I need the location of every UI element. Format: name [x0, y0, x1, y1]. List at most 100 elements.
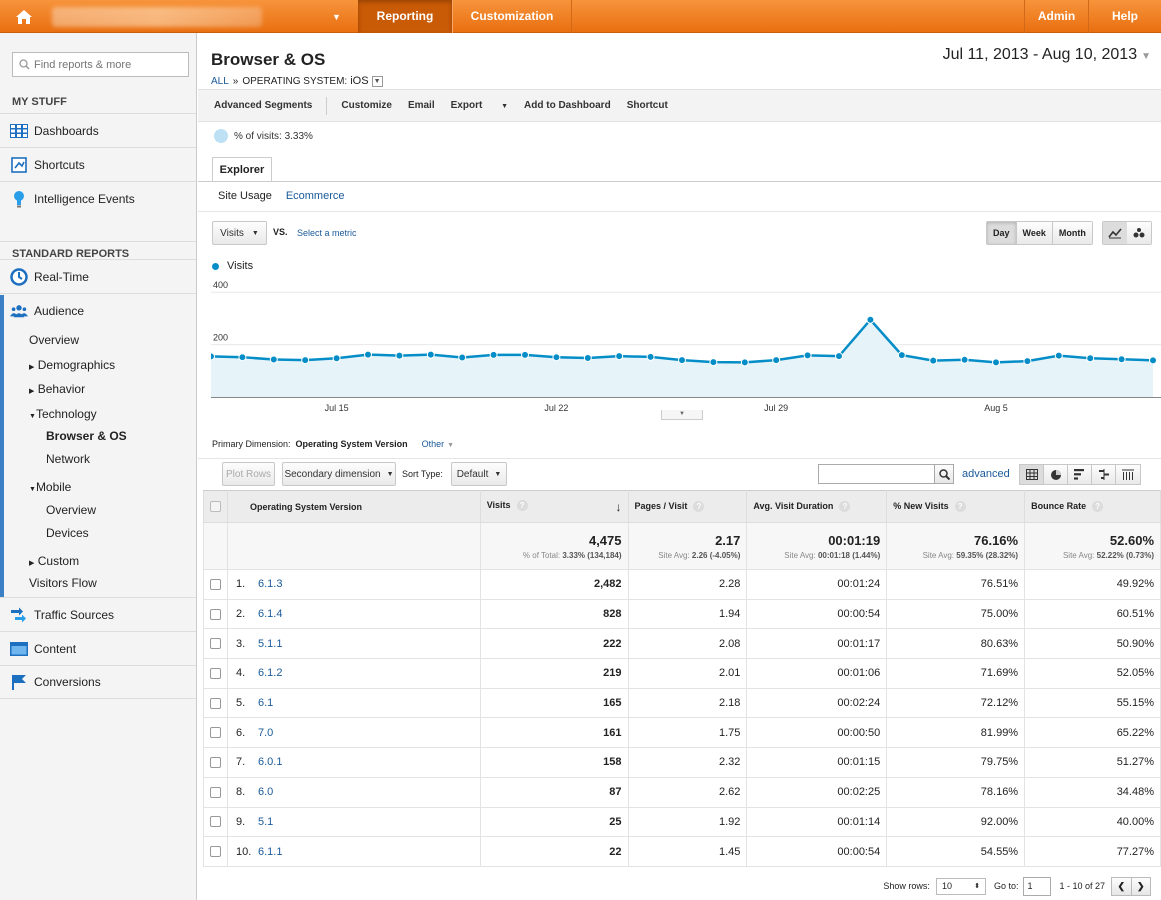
row-checkbox[interactable] — [210, 846, 221, 858]
help-icon[interactable]: ? — [516, 499, 528, 511]
column-header-avg-visit-duration[interactable]: Avg. Visit Duration? — [746, 490, 888, 523]
os-version-link[interactable]: 6.1.2 — [258, 667, 283, 680]
grid-table-icon — [1025, 469, 1038, 480]
os-version-link[interactable]: 6.0.1 — [258, 756, 283, 769]
line-chart-button[interactable] — [1103, 222, 1127, 244]
column-header-visits[interactable]: Visits? ↓ — [479, 490, 629, 523]
subtab-ecommerce[interactable]: Ecommerce — [285, 190, 345, 202]
performance-view-button[interactable] — [1068, 465, 1092, 484]
home-button[interactable] — [0, 0, 48, 33]
column-header-bounce-rate[interactable]: Bounce Rate? — [1024, 490, 1161, 523]
sidebar-sub-custom[interactable]: ▶ Custom — [29, 554, 79, 568]
row-checkbox[interactable] — [210, 727, 221, 739]
help-icon[interactable]: ? — [954, 501, 966, 512]
os-version-link[interactable]: 6.0 — [258, 786, 274, 799]
metric-selector[interactable]: Visits ▼ — [212, 221, 267, 245]
sidebar-sub-mobile[interactable]: ▼Mobile — [29, 480, 71, 494]
sidebar-sub-mobile-overview[interactable]: Overview — [46, 503, 97, 517]
shortcut-button[interactable]: Shortcut — [626, 100, 668, 111]
motion-chart-button[interactable] — [1127, 222, 1151, 244]
comparison-view-button[interactable] — [1092, 465, 1116, 484]
os-version-link[interactable]: 5.1 — [258, 815, 274, 828]
sidebar-item-traffic-sources[interactable]: Traffic Sources — [0, 597, 196, 631]
os-version-link[interactable]: 6.1.3 — [258, 578, 283, 591]
os-version-link[interactable]: 5.1.1 — [258, 637, 283, 650]
month-button[interactable]: Month — [1052, 222, 1092, 244]
row-checkbox[interactable] — [210, 786, 221, 798]
os-version-link[interactable]: 6.1.1 — [258, 845, 283, 858]
segment-summary: % of visits: 3.33% — [214, 129, 313, 143]
row-checkbox[interactable] — [210, 757, 221, 769]
chart-collapse-handle[interactable]: ▼ — [661, 410, 703, 420]
sidebar-sub-demographics[interactable]: ▶ Demographics — [29, 358, 115, 372]
sidebar-item-content[interactable]: Content — [0, 631, 196, 665]
tab-explorer[interactable]: Explorer — [212, 157, 272, 182]
sidebar-sub-overview[interactable]: Overview — [29, 333, 80, 347]
select-all-checkbox[interactable] — [210, 501, 221, 513]
report-search-box[interactable] — [12, 52, 189, 77]
export-button[interactable]: Export ▼ — [451, 100, 508, 111]
column-header-new-visits[interactable]: % New Visits? — [886, 490, 1026, 523]
subtab-site-usage[interactable]: Site Usage — [218, 190, 272, 202]
os-version-link[interactable]: 6.1 — [258, 697, 274, 710]
goto-page-input[interactable]: 1 — [1023, 876, 1052, 896]
sidebar-sub-visitors-flow[interactable]: Visitors Flow — [29, 576, 97, 590]
customize-button[interactable]: Customize — [341, 100, 392, 111]
table-search-button[interactable] — [934, 465, 953, 483]
add-to-dashboard-button[interactable]: Add to Dashboard — [524, 100, 611, 111]
pivot-view-button[interactable] — [1116, 465, 1140, 484]
help-icon[interactable]: ? — [1092, 501, 1104, 512]
email-button[interactable]: Email — [407, 100, 435, 111]
day-button[interactable]: Day — [987, 222, 1017, 244]
column-header-pages-per-visit[interactable]: Pages / Visit? — [627, 490, 748, 523]
sidebar-item-audience[interactable]: Audience — [0, 293, 196, 327]
sidebar-item-conversions[interactable]: Conversions — [0, 665, 196, 699]
tab-customization[interactable]: Customization — [452, 0, 572, 33]
sidebar-sub-devices[interactable]: Devices — [46, 526, 89, 540]
advanced-segments-button[interactable]: Advanced Segments — [214, 100, 313, 111]
show-rows-select[interactable]: 10 ⬍ — [935, 877, 986, 895]
help-icon[interactable]: ? — [839, 501, 851, 512]
row-checkbox[interactable] — [210, 668, 221, 679]
sidebar-sub-network[interactable]: Network — [46, 452, 91, 466]
column-header-dimension[interactable]: Operating System Version — [227, 490, 481, 523]
select-metric-link[interactable]: Select a metric — [297, 228, 357, 238]
os-version-link[interactable]: 7.0 — [258, 726, 274, 739]
sidebar-sub-behavior[interactable]: ▶ Behavior — [29, 382, 85, 396]
sidebar-item-real-time[interactable]: Real-Time — [0, 259, 196, 293]
pie-view-button[interactable] — [1044, 465, 1068, 484]
row-checkbox[interactable] — [210, 638, 221, 650]
tab-reporting[interactable]: Reporting — [358, 0, 452, 33]
data-table-view-button[interactable] — [1020, 465, 1044, 484]
series-line — [211, 317, 1154, 364]
tab-help[interactable]: Help — [1088, 0, 1161, 33]
row-select-cell — [203, 747, 228, 778]
sidebar-item-intelligence-events[interactable]: Intelligence Events — [0, 181, 196, 215]
row-checkbox[interactable] — [210, 608, 221, 620]
row-checkbox[interactable] — [210, 697, 221, 709]
tab-admin[interactable]: Admin — [1024, 0, 1088, 33]
advanced-filter-link[interactable]: advanced — [962, 468, 1010, 480]
sidebar-sub-browser-os[interactable]: Browser & OS — [46, 429, 127, 443]
week-button[interactable]: Week — [1016, 222, 1053, 244]
row-checkbox[interactable] — [210, 816, 221, 828]
table-search-input[interactable] — [819, 465, 934, 483]
data-point — [960, 355, 969, 364]
date-range-picker[interactable]: Jul 11, 2013 - Aug 10, 2013 ▼ — [943, 46, 1151, 64]
help-icon[interactable]: ? — [693, 501, 705, 512]
prev-page-button[interactable]: ❮ — [1112, 877, 1132, 895]
breadcrumb-dropdown-icon[interactable]: ▼ — [371, 75, 383, 87]
sort-type-dropdown[interactable]: Default ▼ — [451, 462, 507, 486]
row-checkbox[interactable] — [210, 578, 221, 590]
next-page-button[interactable]: ❯ — [1131, 877, 1150, 895]
report-search-input[interactable] — [34, 58, 184, 71]
sidebar-item-dashboards[interactable]: Dashboards — [0, 113, 196, 147]
os-version-link[interactable]: 6.1.4 — [258, 608, 283, 621]
sidebar-item-shortcuts[interactable]: Shortcuts — [0, 147, 196, 181]
breadcrumb-all-link[interactable]: ALL — [211, 75, 229, 87]
plot-rows-button[interactable]: Plot Rows — [222, 462, 275, 486]
secondary-dimension-dropdown[interactable]: Secondary dimension ▼ — [282, 462, 396, 486]
sidebar-sub-technology[interactable]: ▼Technology — [29, 407, 97, 421]
account-selector[interactable]: ▼ — [52, 4, 352, 29]
other-dimension-link[interactable]: Other ▼ — [422, 439, 454, 449]
